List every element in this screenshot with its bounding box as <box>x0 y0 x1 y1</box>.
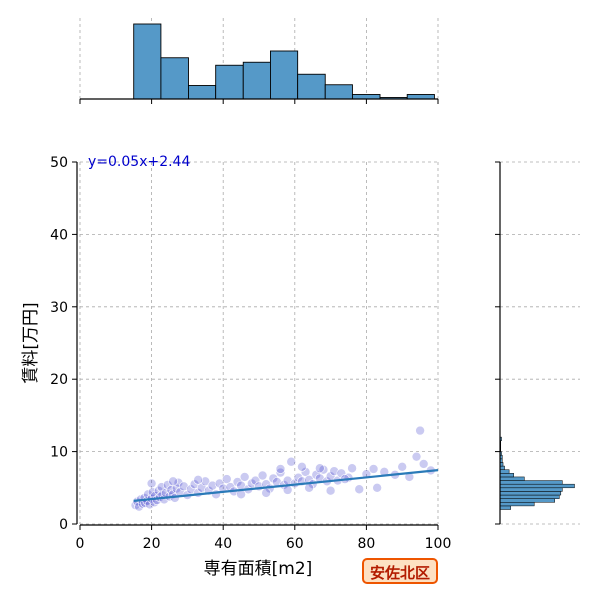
top-histogram-bar <box>270 50 299 100</box>
scatter-point <box>354 484 365 495</box>
y-tick-label: 20 <box>50 372 68 388</box>
scatter-point <box>293 472 304 483</box>
top-histogram-bar <box>133 23 162 100</box>
y-tick-label: 50 <box>50 155 68 171</box>
scatter-point <box>300 467 311 477</box>
right-histogram-bar <box>499 476 525 481</box>
scatter-point <box>261 488 271 498</box>
scatter-point <box>179 481 189 492</box>
district-badge: 安佐北区 <box>362 558 439 584</box>
scatter-point <box>347 463 357 474</box>
scatter-point <box>268 473 279 484</box>
scatter-point <box>193 475 203 485</box>
scatter-point <box>418 459 429 469</box>
x-tick-label: 20 <box>143 536 161 552</box>
scatter-point <box>282 485 293 495</box>
scatter-point <box>173 477 184 488</box>
top-histogram-bar <box>324 84 353 100</box>
scatter-point <box>372 482 382 493</box>
y-tick-label: 40 <box>50 227 68 243</box>
x-axis-label: 専有面積[m2] <box>204 559 313 579</box>
scatter-point <box>232 477 243 487</box>
top-histogram-bar <box>351 94 381 100</box>
scatter-point <box>275 467 286 478</box>
y-tick-label: 0 <box>59 517 68 533</box>
scatter-point <box>368 464 379 474</box>
scatter-point <box>239 472 250 482</box>
y-tick-label: 10 <box>50 445 68 461</box>
scatter-panel: 0 20 40 60 80 100 0 10 20 30 40 50 <box>50 155 451 552</box>
x-tick-label: 0 <box>76 536 85 552</box>
right-histogram-bar <box>499 491 562 496</box>
top-histogram <box>79 18 439 104</box>
right-histogram-bar <box>499 502 535 507</box>
top-histogram-bar <box>406 94 435 100</box>
right-histogram-bar <box>499 498 555 503</box>
scatter-point <box>257 470 268 481</box>
regression-equation: y=0.05x+2.44 <box>88 154 190 170</box>
scatter-point <box>411 451 422 462</box>
y-axis-label: 賃料[万円] <box>21 302 41 383</box>
scatter-point <box>214 478 225 489</box>
right-histogram-bar <box>499 483 575 489</box>
right-histogram <box>495 161 580 525</box>
scatter-point <box>221 474 232 484</box>
scatter-point <box>250 475 261 486</box>
scatter-point <box>286 456 297 467</box>
scatter-point <box>275 464 286 474</box>
scatter-point <box>168 476 178 487</box>
right-histogram-bar <box>499 487 563 492</box>
scatter-point <box>162 480 173 490</box>
right-histogram-bar <box>499 505 511 510</box>
x-tick-label: 60 <box>286 536 304 552</box>
x-tick-label: 80 <box>357 536 375 552</box>
scatter-point <box>200 476 211 487</box>
scatter-point <box>304 482 314 493</box>
y-tick-label: 30 <box>50 300 68 316</box>
scatter-point <box>329 466 339 476</box>
scatter-point <box>415 425 425 436</box>
scatter-point <box>315 463 325 474</box>
scatter-point <box>336 468 347 479</box>
x-tick-label: 100 <box>425 536 452 552</box>
right-histogram-bar <box>499 473 514 478</box>
scatter-point <box>297 462 307 472</box>
right-histogram-bar <box>499 469 510 474</box>
scatter-point <box>397 462 408 472</box>
top-histogram-bar <box>188 85 217 100</box>
right-histogram-bar <box>499 494 560 499</box>
top-histogram-bar <box>297 73 326 100</box>
scatter-point <box>146 478 157 489</box>
top-histogram-bar <box>160 57 189 100</box>
scatter-point <box>207 480 218 491</box>
x-tick-label: 40 <box>214 536 232 552</box>
regression-line <box>133 469 439 502</box>
scatter-point <box>325 485 336 496</box>
right-histogram-bar <box>499 465 505 470</box>
top-histogram-bar <box>242 61 271 100</box>
top-histogram-bar <box>215 64 244 100</box>
right-histogram-bar <box>499 480 563 485</box>
